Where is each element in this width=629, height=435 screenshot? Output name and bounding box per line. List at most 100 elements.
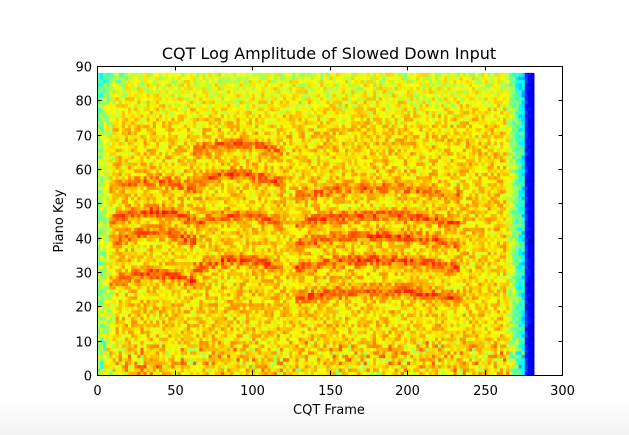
heatmap-cell bbox=[137, 124, 141, 129]
heatmap-cell bbox=[227, 134, 231, 139]
heatmap-cell bbox=[115, 340, 120, 345]
heatmap-cell bbox=[128, 323, 132, 328]
heatmap-cell bbox=[143, 100, 147, 105]
heatmap-cell bbox=[245, 175, 250, 180]
heatmap-cell bbox=[205, 282, 209, 287]
heatmap-cell bbox=[270, 254, 275, 259]
heatmap-cell bbox=[165, 144, 169, 149]
heatmap-cell bbox=[233, 169, 237, 173]
heatmap-cell bbox=[224, 234, 228, 239]
heatmap-cell bbox=[183, 117, 188, 122]
heatmap-cell bbox=[140, 196, 144, 201]
heatmap-cell bbox=[171, 313, 175, 318]
heatmap-cell bbox=[183, 131, 188, 136]
heatmap-cell bbox=[267, 237, 271, 242]
heatmap-cell bbox=[128, 124, 132, 129]
heatmap-cell bbox=[124, 110, 129, 115]
heatmap-cell bbox=[224, 320, 228, 324]
heatmap-cell bbox=[224, 292, 228, 297]
heatmap-cell bbox=[236, 278, 240, 283]
heatmap-cell bbox=[149, 179, 154, 184]
heatmap-cell bbox=[239, 237, 244, 242]
heatmap-cell bbox=[100, 131, 104, 136]
heatmap-cell bbox=[221, 90, 225, 94]
heatmap-cell bbox=[202, 162, 206, 166]
heatmap-cell bbox=[258, 368, 262, 372]
heatmap-cell bbox=[252, 86, 256, 91]
heatmap-cell bbox=[128, 210, 132, 215]
heatmap-cell bbox=[245, 326, 250, 331]
heatmap-cell bbox=[221, 227, 225, 232]
heatmap-cell bbox=[124, 203, 129, 208]
heatmap-cell bbox=[261, 162, 265, 166]
heatmap-cell bbox=[137, 258, 141, 263]
heatmap-cell bbox=[162, 223, 166, 228]
heatmap-cell bbox=[245, 86, 250, 91]
heatmap-cell bbox=[100, 340, 104, 345]
heatmap-cell bbox=[227, 223, 231, 228]
heatmap-cell bbox=[128, 144, 132, 149]
heatmap-cell bbox=[248, 350, 253, 355]
heatmap-cell bbox=[149, 337, 154, 342]
heatmap-cell bbox=[121, 227, 126, 232]
heatmap-cell bbox=[252, 169, 256, 173]
heatmap-cell bbox=[255, 172, 259, 177]
heatmap-cell bbox=[227, 227, 231, 232]
heatmap-cell bbox=[205, 96, 209, 101]
heatmap-cell bbox=[103, 175, 107, 180]
heatmap-cell bbox=[264, 333, 268, 338]
heatmap-cell bbox=[140, 313, 144, 318]
heatmap-cell bbox=[131, 261, 135, 266]
heatmap-cell bbox=[180, 285, 185, 290]
heatmap-cell bbox=[131, 127, 135, 132]
heatmap-cell bbox=[217, 289, 222, 293]
heatmap-cell bbox=[199, 217, 203, 221]
heatmap-cell bbox=[261, 282, 265, 287]
heatmap-cell bbox=[193, 357, 197, 362]
heatmap-cell bbox=[112, 213, 116, 218]
heatmap-cell bbox=[174, 251, 178, 256]
heatmap-cell bbox=[109, 79, 113, 84]
heatmap-cell bbox=[224, 90, 228, 94]
heatmap-cell bbox=[159, 230, 163, 235]
heatmap-cell bbox=[267, 86, 271, 91]
heatmap-cell bbox=[106, 172, 110, 177]
heatmap-cell bbox=[224, 350, 228, 355]
heatmap-cell bbox=[112, 203, 116, 208]
heatmap-cell bbox=[245, 347, 250, 352]
heatmap-cell bbox=[124, 148, 129, 153]
heatmap-cell bbox=[162, 340, 166, 345]
heatmap-cell bbox=[137, 96, 141, 101]
heatmap-cell bbox=[255, 326, 259, 331]
heatmap-cell bbox=[106, 299, 110, 304]
heatmap-cell bbox=[121, 141, 126, 146]
heatmap-cell bbox=[103, 337, 107, 342]
heatmap-cell bbox=[208, 285, 213, 290]
heatmap-cell bbox=[196, 172, 200, 177]
heatmap-cell bbox=[106, 316, 110, 321]
heatmap-cell bbox=[106, 131, 110, 136]
heatmap-cell bbox=[100, 313, 104, 318]
heatmap-cell bbox=[97, 357, 101, 362]
heatmap-cell bbox=[146, 309, 151, 314]
heatmap-cell bbox=[103, 141, 107, 146]
heatmap-cell bbox=[239, 333, 244, 338]
heatmap-cell bbox=[137, 247, 141, 252]
heatmap-cell bbox=[143, 131, 147, 136]
heatmap-cell bbox=[100, 79, 104, 84]
heatmap-cell bbox=[121, 96, 126, 101]
heatmap-cell bbox=[149, 172, 154, 177]
heatmap-cell bbox=[124, 165, 129, 170]
heatmap-cell bbox=[168, 193, 172, 197]
heatmap-cell bbox=[168, 213, 172, 218]
heatmap-cell bbox=[227, 120, 231, 125]
heatmap-cell bbox=[186, 213, 191, 218]
heatmap-cell bbox=[115, 93, 120, 98]
heatmap-cell bbox=[118, 110, 123, 115]
heatmap-cell bbox=[205, 254, 209, 259]
heatmap-cell bbox=[202, 254, 206, 259]
heatmap-cell bbox=[115, 330, 120, 335]
heatmap-cell bbox=[267, 124, 271, 129]
heatmap-cell bbox=[183, 261, 188, 266]
heatmap-cell bbox=[109, 131, 113, 136]
